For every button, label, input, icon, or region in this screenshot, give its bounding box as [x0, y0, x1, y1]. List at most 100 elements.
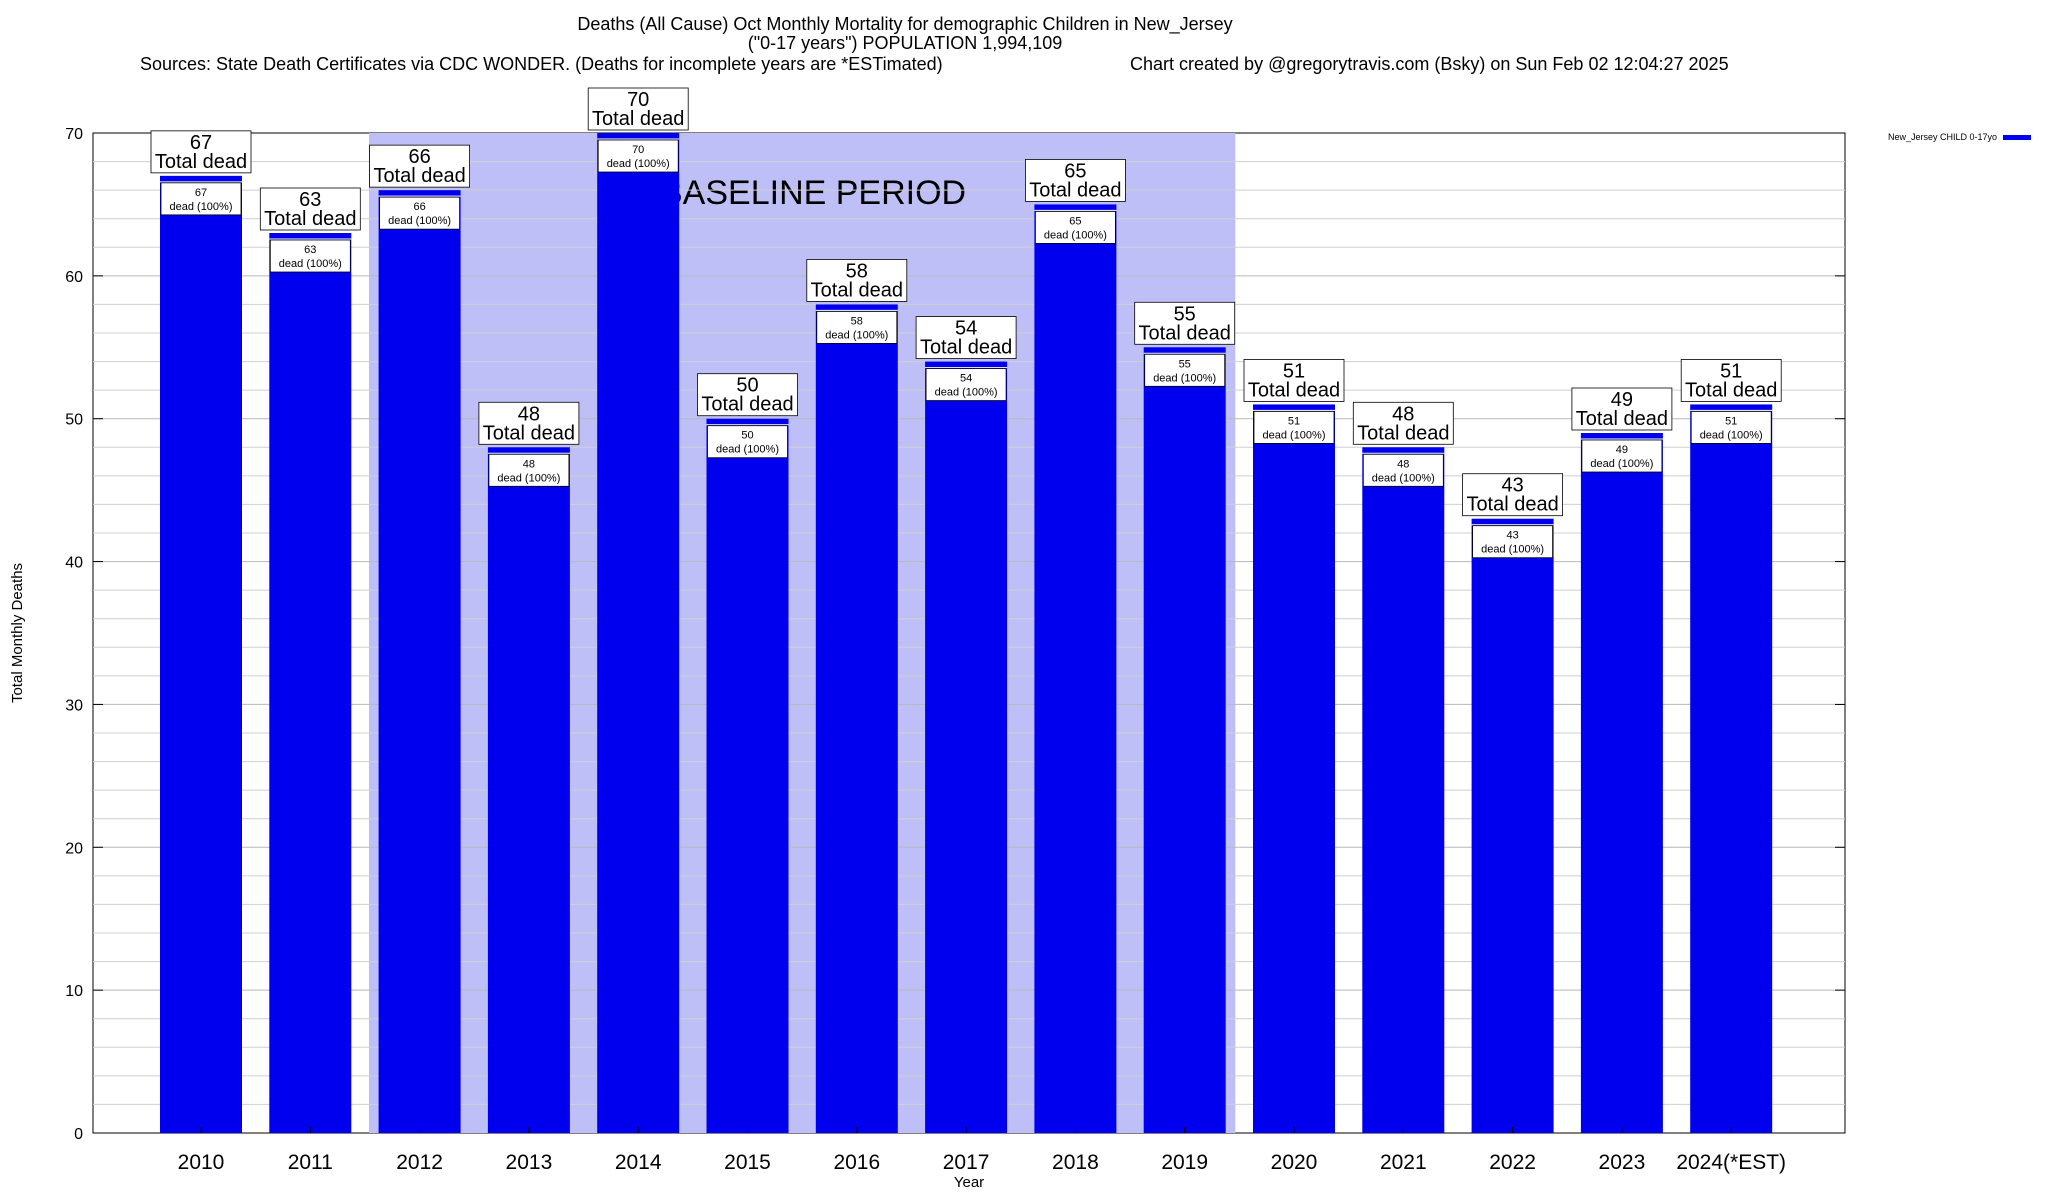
y-tick-label: 0 [74, 1126, 83, 1143]
x-tick-label: 2019 [1161, 1151, 1208, 1174]
y-tick-label: 40 [65, 555, 83, 572]
x-axis-label: Year [954, 1174, 984, 1191]
y-tick-label: 70 [65, 126, 83, 143]
total-value-label: 51 [1720, 360, 1742, 382]
total-label-box [1680, 359, 1782, 402]
inner-percent-label: dead (100%) [497, 472, 560, 484]
x-tick-label: 2020 [1271, 1151, 1318, 1174]
total-label-box [369, 144, 471, 188]
inner-percent-label: dead (100%) [825, 329, 888, 341]
inner-label-box [488, 453, 570, 487]
bar-2018 [1034, 204, 1117, 1133]
total-value-label: 66 [408, 146, 430, 168]
x-tick-label: 2024(*EST) [1676, 1151, 1786, 1174]
inner-value-label: 63 [304, 244, 316, 256]
y-tick-label: 60 [65, 269, 83, 286]
x-tick-label: 2018 [1052, 1151, 1099, 1174]
y-tick-label: 10 [65, 983, 83, 1000]
total-label-box [1243, 359, 1345, 402]
x-tick-label: 2012 [396, 1151, 443, 1174]
inner-percent-label: dead (100%) [279, 258, 342, 270]
bar-2020 [1253, 404, 1335, 1133]
total-label-box [587, 87, 689, 131]
x-tick-label: 2016 [833, 1151, 880, 1174]
x-tick-label: 2023 [1599, 1151, 1646, 1174]
bar-2013 [487, 447, 570, 1133]
total-label-box [478, 401, 580, 445]
inner-label-box [925, 368, 1007, 401]
total-label-box [259, 187, 361, 231]
x-tick-label: 2015 [724, 1151, 771, 1174]
total-label-box [1134, 301, 1236, 345]
inner-label-box [379, 196, 461, 230]
inner-label-box [816, 311, 898, 344]
inner-value-label: 48 [523, 458, 535, 470]
inner-percent-label: dead (100%) [935, 387, 998, 399]
total-value-label: 54 [955, 318, 977, 340]
bar-2010 [160, 175, 242, 1133]
inner-percent-label: dead (100%) [1372, 472, 1435, 484]
total-text-label: Total dead [1685, 379, 1777, 401]
bar-2024(*EST) [1690, 404, 1773, 1133]
x-tick-label: 2014 [615, 1151, 662, 1174]
y-tick-label: 20 [65, 840, 83, 857]
inner-label-box [597, 139, 679, 173]
inner-label-box [1144, 353, 1226, 387]
bar-2012 [378, 190, 461, 1134]
total-value-label: 48 [518, 403, 540, 425]
inner-percent-label: dead (100%) [1700, 429, 1763, 441]
inner-value-label: 70 [632, 144, 644, 156]
inner-label-box [1035, 211, 1116, 244]
baseline-period-label: BASELINE PERIOD [660, 174, 966, 212]
inner-label-box [160, 182, 242, 216]
x-tick-label: 2021 [1380, 1151, 1427, 1174]
inner-value-label: 48 [1397, 458, 1409, 470]
total-text-label: Total dead [264, 208, 356, 230]
y-tick-label: 50 [65, 412, 83, 429]
inner-percent-label: dead (100%) [607, 158, 670, 170]
inner-value-label: 43 [1506, 530, 1518, 542]
total-text-label: Total dead [1029, 179, 1121, 201]
total-text-label: Total dead [920, 337, 1012, 359]
total-value-label: 48 [1392, 403, 1414, 425]
inner-percent-label: dead (100%) [1153, 372, 1216, 384]
x-tick-label: 2010 [178, 1151, 225, 1174]
total-label-box [150, 130, 252, 174]
inner-value-label: 58 [851, 315, 863, 327]
inner-value-label: 55 [1179, 358, 1191, 370]
x-tick-label: 2017 [943, 1151, 990, 1174]
y-tick-label: 30 [65, 697, 83, 714]
total-text-label: Total dead [701, 394, 793, 416]
bar-2023 [1580, 433, 1663, 1133]
inner-value-label: 51 [1725, 415, 1737, 427]
total-text-label: Total dead [1248, 379, 1340, 401]
total-value-label: 43 [1501, 475, 1523, 497]
bar-2017 [925, 361, 1008, 1134]
total-value-label: 67 [190, 132, 212, 154]
total-text-label: Total dead [1576, 408, 1668, 430]
total-value-label: 51 [1283, 360, 1305, 382]
total-text-label: Total dead [373, 165, 465, 187]
chart-subtitle: ("0-17 years") POPULATION 1,994,109 [747, 33, 1063, 53]
total-value-label: 55 [1174, 303, 1196, 325]
total-value-label: 58 [846, 260, 868, 282]
total-text-label: Total dead [155, 151, 247, 173]
legend-swatch [2003, 135, 2031, 140]
bar-2016 [815, 304, 898, 1133]
total-label-box [1025, 159, 1126, 202]
x-tick-label: 2022 [1489, 1151, 1536, 1174]
inner-value-label: 67 [195, 187, 207, 199]
total-text-label: Total dead [1466, 494, 1558, 516]
inner-label-box [1472, 525, 1553, 559]
inner-percent-label: dead (100%) [1590, 458, 1653, 470]
inner-label-box [269, 239, 351, 273]
legend-label: New_Jersey CHILD 0-17yo [1888, 132, 1997, 142]
total-label-box [1352, 401, 1454, 445]
total-text-label: Total dead [811, 279, 903, 301]
inner-percent-label: dead (100%) [170, 201, 233, 213]
inner-percent-label: dead (100%) [716, 444, 779, 456]
inner-value-label: 66 [413, 201, 425, 213]
chart-sources: Sources: State Death Certificates via CD… [140, 54, 943, 74]
total-text-label: Total dead [592, 108, 684, 130]
total-value-label: 70 [627, 89, 649, 111]
